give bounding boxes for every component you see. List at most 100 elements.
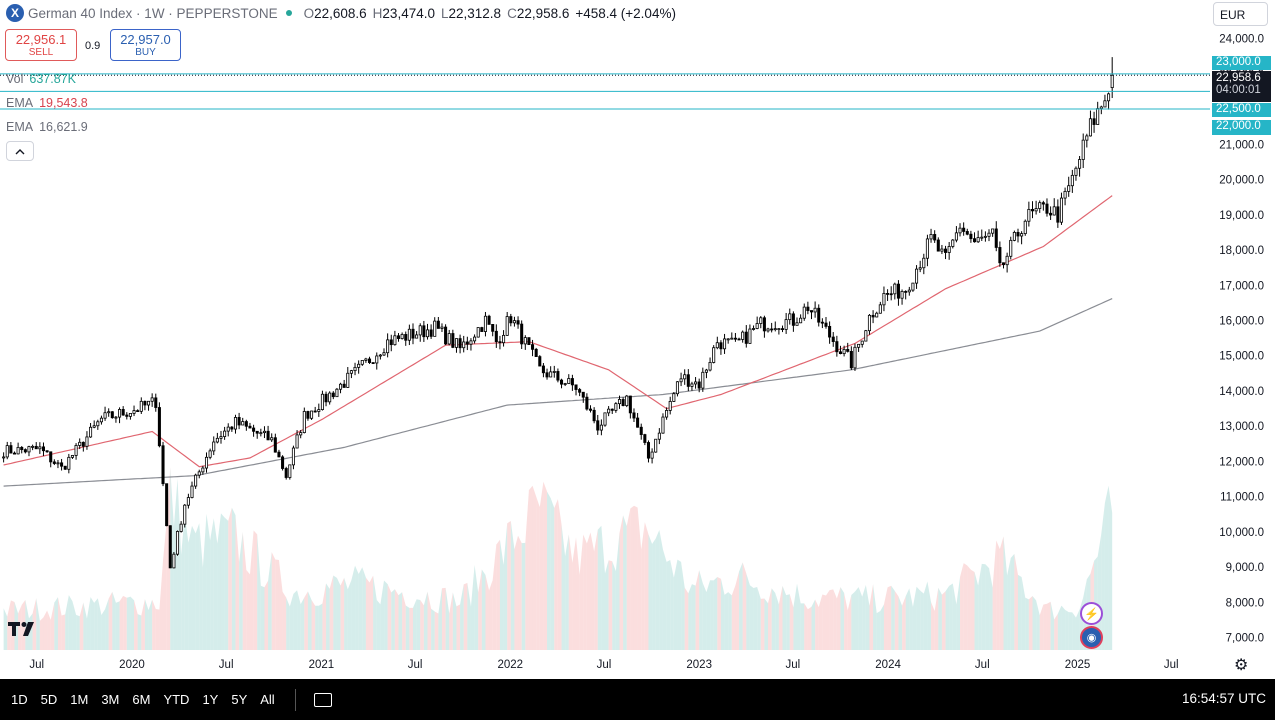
sell-button[interactable]: 22,956.1 SELL xyxy=(5,29,77,61)
candle-body xyxy=(581,391,585,398)
candle-body xyxy=(41,446,45,452)
candle-body xyxy=(306,411,310,419)
candle-body xyxy=(154,397,158,408)
volume-legend[interactable]: Vol 637.87K xyxy=(6,72,76,86)
volume-segment xyxy=(691,584,696,650)
volume-segment xyxy=(184,514,189,650)
volume-segment xyxy=(1032,595,1037,650)
range-button-ytd[interactable]: YTD xyxy=(163,692,190,707)
candle-body xyxy=(89,426,93,438)
volume-segment xyxy=(1057,605,1062,650)
volume-segment xyxy=(561,524,566,650)
currency-selector[interactable]: EUR xyxy=(1213,2,1268,26)
candle-body xyxy=(136,410,140,413)
symbol-title[interactable]: German 40 Index · 1W · PEPPERSTONE xyxy=(28,5,278,21)
range-button-1y[interactable]: 1Y xyxy=(202,692,219,707)
lightning-icon[interactable]: ⚡ xyxy=(1080,602,1103,625)
candle-body xyxy=(483,315,487,332)
candle-body xyxy=(889,293,893,296)
volume-segment xyxy=(344,577,348,650)
volume-segment xyxy=(192,525,196,650)
candle-body xyxy=(444,326,448,345)
range-button-1m[interactable]: 1M xyxy=(70,692,89,707)
buy-button[interactable]: 22,957.0 BUY xyxy=(110,29,181,61)
volume-segment xyxy=(641,522,645,650)
volume-segment xyxy=(992,540,997,650)
candle-body xyxy=(16,446,20,455)
candle-body xyxy=(386,339,390,354)
candle-body xyxy=(469,340,473,345)
candle-body xyxy=(969,233,973,240)
volume-segment xyxy=(427,591,432,650)
candle-body xyxy=(186,497,190,506)
range-button-5d[interactable]: 5D xyxy=(40,692,58,707)
close-label: C xyxy=(507,5,517,21)
range-button-1d[interactable]: 1D xyxy=(11,692,28,707)
volume-segment xyxy=(702,583,707,650)
candle-body xyxy=(357,363,361,368)
candle-body xyxy=(784,319,788,330)
collapse-legend-button[interactable] xyxy=(6,141,34,161)
volume-segment xyxy=(539,481,544,650)
candle-body xyxy=(237,417,241,426)
candle-body xyxy=(389,339,393,346)
volume-segment xyxy=(1028,595,1033,650)
time-axis-tick: Jul xyxy=(29,659,44,671)
price-chart[interactable]: 24,000.0 23,000.0 22,000.0 21,000.0 20,000.0… xyxy=(0,0,1275,679)
ema-slow-legend[interactable]: EMA 16,621.9 xyxy=(6,120,88,134)
level-tag-23000[interactable]: 23,000.0 xyxy=(1212,56,1271,70)
range-button-3m[interactable]: 3M xyxy=(101,692,120,707)
level-tag-22500[interactable]: 22,500.0 xyxy=(1212,103,1271,117)
utc-clock[interactable]: 16:54:57 UTC xyxy=(1181,691,1266,706)
range-button-6m[interactable]: 6M xyxy=(132,692,151,707)
volume-segment xyxy=(1050,601,1055,650)
volume-segment xyxy=(260,585,265,650)
volume-segment xyxy=(869,584,874,650)
candle-body xyxy=(994,228,998,248)
volume-segment xyxy=(163,521,167,650)
candle-body xyxy=(454,338,458,348)
volume-segment xyxy=(257,534,261,650)
volume-segment xyxy=(739,562,743,650)
volume-segment xyxy=(659,530,663,650)
volume-segment xyxy=(974,572,979,650)
volume-segment xyxy=(728,592,732,650)
change-value: +458.4 (+2.04%) xyxy=(575,5,676,21)
volume-segment xyxy=(608,560,613,650)
volume-segment xyxy=(1108,485,1113,650)
ema-slow-legend-value: 16,621.9 xyxy=(39,120,88,134)
tradingview-logo-icon[interactable] xyxy=(8,621,40,642)
candle-body xyxy=(809,310,814,313)
last-price-tag[interactable]: 22,958.6 04:00:01 xyxy=(1212,71,1271,102)
level-tag-22000[interactable]: 22,000.0 xyxy=(1212,120,1271,135)
volume-segment xyxy=(905,588,910,650)
candle-body xyxy=(498,341,502,344)
volume-segment xyxy=(315,605,319,650)
candle-body xyxy=(121,409,125,416)
candle-body xyxy=(867,314,871,332)
globe-icon[interactable]: ◉ xyxy=(1080,626,1103,649)
candle-body xyxy=(1092,118,1096,125)
volume-segment xyxy=(655,530,660,650)
volume-segment xyxy=(952,583,957,650)
candle-body xyxy=(646,442,650,459)
candle-body xyxy=(632,412,636,419)
candle-body xyxy=(1070,174,1074,187)
range-button-all[interactable]: All xyxy=(260,692,275,707)
last-price-value: 22,958.6 xyxy=(1216,72,1261,84)
settings-gear-icon[interactable]: ⚙ xyxy=(1234,657,1249,674)
volume-segment xyxy=(662,549,667,650)
candle-body xyxy=(23,449,27,453)
symbol-logo-icon[interactable]: X xyxy=(6,4,24,22)
volume-segment xyxy=(1036,600,1040,650)
ema-fast-legend[interactable]: EMA 19,543.8 xyxy=(6,96,88,110)
volume-segment xyxy=(565,534,569,650)
candle-body xyxy=(491,324,495,332)
range-button-5y[interactable]: 5Y xyxy=(231,692,248,707)
volume-segment xyxy=(76,614,80,650)
candle-body xyxy=(233,417,238,430)
calendar-range-icon[interactable] xyxy=(313,692,332,707)
candle-body xyxy=(103,412,107,419)
volume-segment xyxy=(652,538,656,650)
candle-body xyxy=(342,383,346,388)
